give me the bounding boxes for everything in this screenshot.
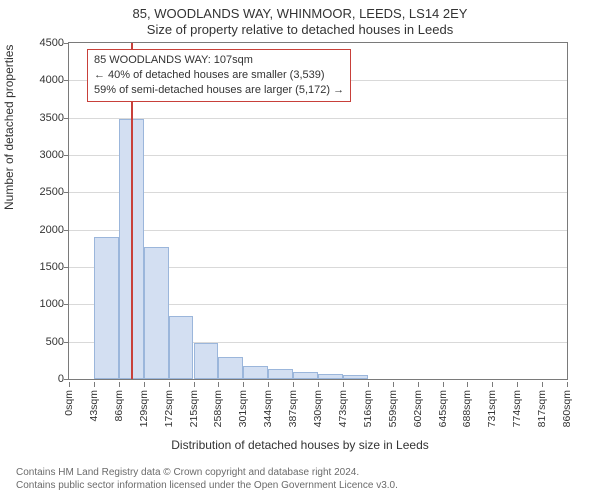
y-tick-label: 500 [4,336,64,348]
y-axis-label: Number of detached properties [2,45,16,210]
histogram-bar [218,357,243,379]
plot-area: 85 WOODLANDS WAY: 107sqm ← 40% of detach… [68,42,568,380]
x-tick-label: 731sqm [486,390,498,427]
x-ticks: 0sqm43sqm86sqm129sqm172sqm215sqm258sqm30… [68,382,568,442]
histogram-bar [293,372,318,379]
x-tick-mark [443,382,444,387]
footer: Contains HM Land Registry data © Crown c… [16,467,398,492]
x-tick-label: 301sqm [237,390,249,427]
x-tick-mark [393,382,394,387]
x-tick-label: 215sqm [188,390,200,427]
y-tick-label: 1000 [4,298,64,310]
x-tick-label: 86sqm [113,390,125,422]
histogram-bar [318,374,343,379]
y-tick-label: 4000 [4,74,64,86]
x-tick-mark [144,382,145,387]
x-tick-mark [194,382,195,387]
y-tick-label: 0 [4,373,64,385]
x-tick-mark [368,382,369,387]
x-tick-mark [318,382,319,387]
y-tick-label: 4500 [4,37,64,49]
x-tick-mark [418,382,419,387]
histogram-bar [243,366,268,379]
x-tick-label: 516sqm [362,390,374,427]
x-tick-mark [119,382,120,387]
y-tick-label: 2500 [4,186,64,198]
info-line1: 85 WOODLANDS WAY: 107sqm [94,53,344,68]
x-tick-mark [343,382,344,387]
footer-line2: Contains public sector information licen… [16,480,398,493]
x-tick-label: 602sqm [412,390,424,427]
x-tick-label: 430sqm [312,390,324,427]
x-tick-label: 172sqm [163,390,175,427]
y-tick-label: 2000 [4,224,64,236]
info-box: 85 WOODLANDS WAY: 107sqm ← 40% of detach… [87,49,351,102]
x-tick-label: 129sqm [138,390,150,427]
x-tick-label: 860sqm [561,390,573,427]
x-tick-label: 688sqm [461,390,473,427]
x-tick-mark [169,382,170,387]
x-tick-label: 43sqm [88,390,100,422]
x-tick-mark [94,382,95,387]
chart-title-line1: 85, WOODLANDS WAY, WHINMOOR, LEEDS, LS14… [0,0,600,22]
x-tick-mark [293,382,294,387]
x-tick-mark [567,382,568,387]
x-axis-label: Distribution of detached houses by size … [0,438,600,452]
x-tick-label: 774sqm [511,390,523,427]
y-tick-label: 1500 [4,261,64,273]
y-tick-label: 3500 [4,112,64,124]
x-tick-label: 645sqm [437,390,449,427]
chart-title-line2: Size of property relative to detached ho… [0,22,600,38]
x-tick-label: 387sqm [287,390,299,427]
x-tick-mark [467,382,468,387]
x-tick-mark [243,382,244,387]
x-tick-label: 559sqm [387,390,399,427]
x-tick-mark [69,382,70,387]
x-tick-label: 473sqm [337,390,349,427]
histogram-bar [194,343,219,379]
footer-line1: Contains HM Land Registry data © Crown c… [16,467,398,480]
x-tick-mark [492,382,493,387]
x-tick-mark [218,382,219,387]
histogram-bar [268,369,293,379]
histogram-bar [144,247,169,379]
x-tick-label: 344sqm [262,390,274,427]
x-tick-label: 817sqm [536,390,548,427]
info-line2: ← 40% of detached houses are smaller (3,… [94,68,344,83]
x-tick-mark [268,382,269,387]
x-tick-mark [542,382,543,387]
x-tick-label: 0sqm [63,390,75,416]
histogram-bar [94,237,119,379]
info-line3: 59% of semi-detached houses are larger (… [94,83,344,98]
x-tick-mark [517,382,518,387]
histogram-bar [169,316,194,379]
y-tick-label: 3000 [4,149,64,161]
x-tick-label: 258sqm [212,390,224,427]
y-tick-mark [64,379,69,380]
chart-wrapper: 85, WOODLANDS WAY, WHINMOOR, LEEDS, LS14… [0,0,600,500]
histogram-bar [343,375,368,379]
